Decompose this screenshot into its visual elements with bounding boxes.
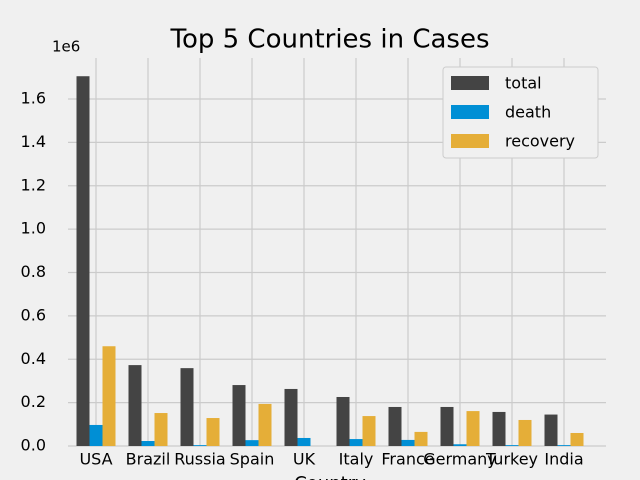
bar xyxy=(401,439,415,446)
y-tick-label: 1.0 xyxy=(21,219,46,238)
bar xyxy=(258,403,272,446)
y-tick-label: 0.2 xyxy=(21,392,46,411)
bar xyxy=(349,439,363,446)
legend-swatch xyxy=(451,105,489,119)
bar xyxy=(141,441,155,446)
bar xyxy=(297,437,311,446)
bar xyxy=(232,385,246,446)
legend-swatch xyxy=(451,134,489,148)
bar xyxy=(128,365,142,446)
bar xyxy=(284,388,298,446)
bar xyxy=(180,368,194,446)
bar xyxy=(245,440,259,446)
legend-label: total xyxy=(505,74,542,93)
x-axis-label: Country xyxy=(294,473,366,480)
x-tick-label: Russia xyxy=(174,450,225,469)
y-tick-label: 0.0 xyxy=(21,436,46,455)
bar xyxy=(466,411,480,446)
bar xyxy=(206,418,220,446)
bar xyxy=(557,445,571,446)
x-tick-label: Turkey xyxy=(485,450,538,469)
bar xyxy=(193,445,207,446)
x-tick-label: UK xyxy=(293,450,316,469)
bar xyxy=(492,411,506,446)
bar xyxy=(336,396,350,446)
bar xyxy=(154,413,168,446)
bar xyxy=(362,416,376,446)
bar xyxy=(518,419,532,446)
bar xyxy=(505,445,519,446)
bar xyxy=(453,444,467,446)
x-tick-label: France xyxy=(381,450,434,469)
bar xyxy=(440,406,454,446)
y-tick-label: 0.6 xyxy=(21,305,46,324)
y-tick-label: 1.2 xyxy=(21,175,46,194)
legend-swatch xyxy=(451,76,489,90)
bar xyxy=(388,406,402,446)
chart-title: Top 5 Countries in Cases xyxy=(169,25,489,55)
legend-label: recovery xyxy=(505,132,575,151)
bar xyxy=(89,424,103,446)
y-tick-label: 1.6 xyxy=(21,89,46,108)
y-tick-label: 0.4 xyxy=(21,349,46,368)
x-tick-label: Brazil xyxy=(126,450,171,469)
x-tick-label: USA xyxy=(79,450,112,469)
y-tick-label: 0.8 xyxy=(21,262,46,281)
x-tick-label: Germany xyxy=(423,450,497,469)
bar xyxy=(414,431,428,446)
legend-label: death xyxy=(505,103,551,122)
bar xyxy=(544,414,558,446)
bar xyxy=(102,346,116,446)
x-tick-label: Italy xyxy=(339,450,374,469)
y-offset: 1e6 xyxy=(52,38,80,56)
bar xyxy=(570,432,584,446)
x-tick-label: Spain xyxy=(230,450,275,469)
bar xyxy=(76,76,90,447)
x-tick-label: India xyxy=(544,450,583,469)
y-tick-label: 1.4 xyxy=(21,132,46,151)
